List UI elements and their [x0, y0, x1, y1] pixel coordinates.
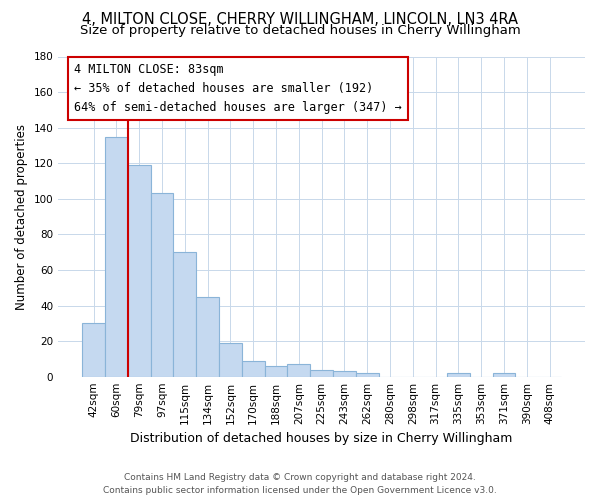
Bar: [82, 324, 105, 376]
Y-axis label: Number of detached properties: Number of detached properties: [15, 124, 28, 310]
Bar: [287, 364, 310, 376]
Text: 4 MILTON CLOSE: 83sqm
← 35% of detached houses are smaller (192)
64% of semi-det: 4 MILTON CLOSE: 83sqm ← 35% of detached …: [74, 63, 402, 114]
Bar: [310, 370, 333, 376]
Text: Size of property relative to detached houses in Cherry Willingham: Size of property relative to detached ho…: [80, 24, 520, 37]
Bar: [447, 373, 470, 376]
Bar: [242, 360, 265, 376]
Bar: [493, 373, 515, 376]
Bar: [173, 252, 196, 376]
Bar: [128, 165, 151, 376]
Bar: [105, 136, 128, 376]
Text: Contains HM Land Registry data © Crown copyright and database right 2024.
Contai: Contains HM Land Registry data © Crown c…: [103, 474, 497, 495]
X-axis label: Distribution of detached houses by size in Cherry Willingham: Distribution of detached houses by size …: [130, 432, 513, 445]
Bar: [333, 372, 356, 376]
Bar: [151, 194, 173, 376]
Bar: [356, 373, 379, 376]
Bar: [196, 296, 219, 376]
Bar: [219, 343, 242, 376]
Text: 4, MILTON CLOSE, CHERRY WILLINGHAM, LINCOLN, LN3 4RA: 4, MILTON CLOSE, CHERRY WILLINGHAM, LINC…: [82, 12, 518, 28]
Bar: [265, 366, 287, 376]
